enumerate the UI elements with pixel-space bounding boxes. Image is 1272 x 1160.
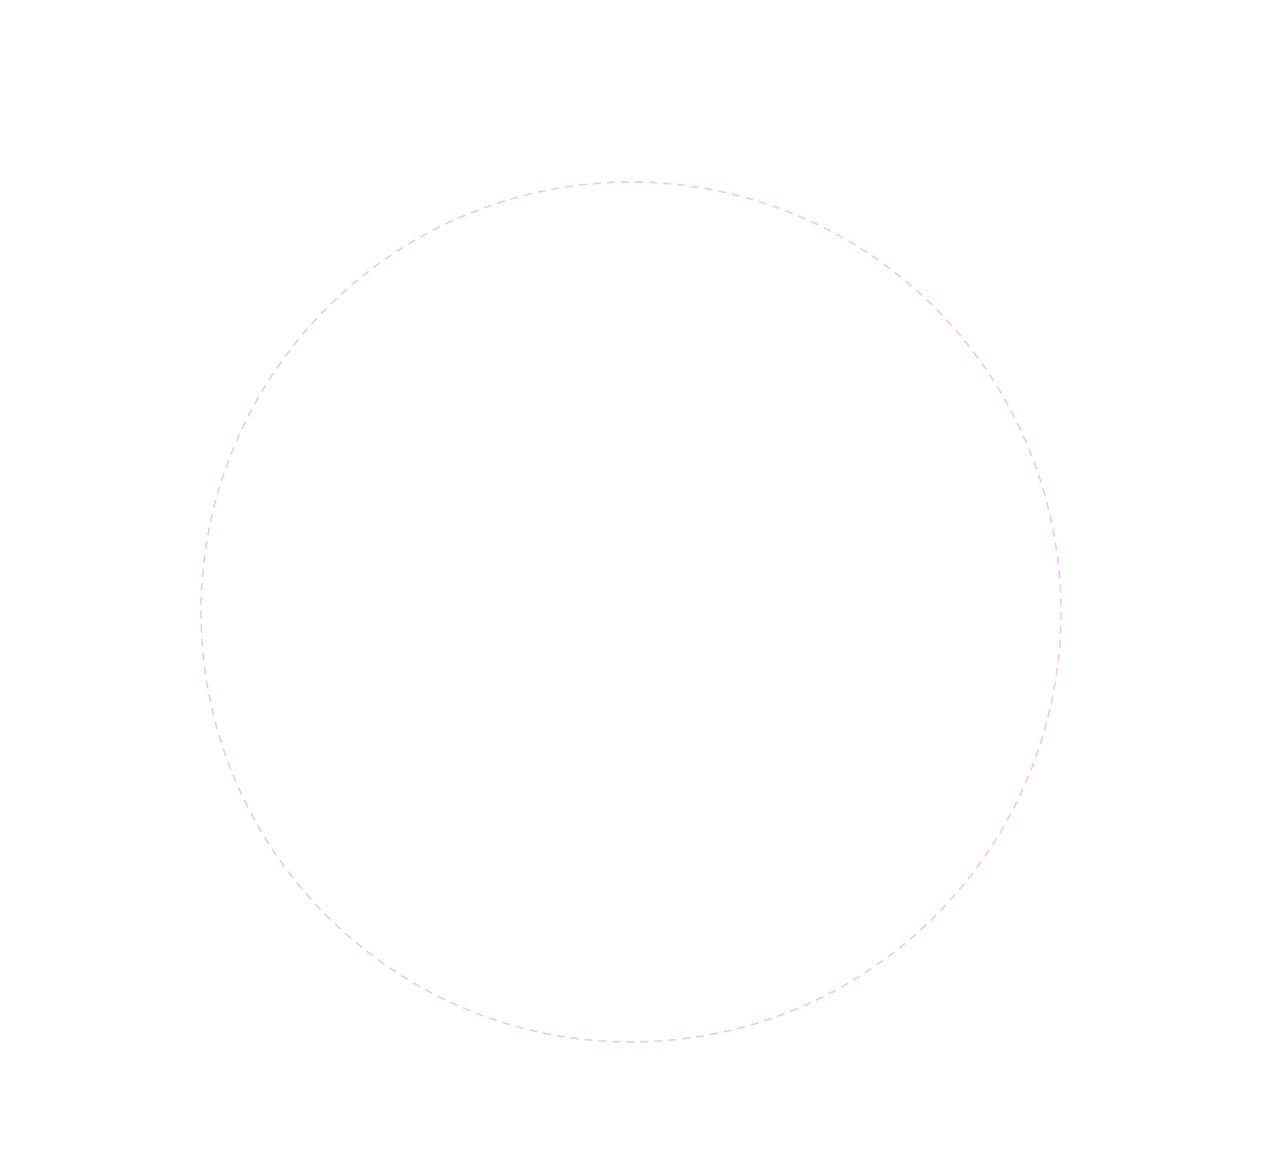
dashed-circle: [200, 181, 1062, 1043]
